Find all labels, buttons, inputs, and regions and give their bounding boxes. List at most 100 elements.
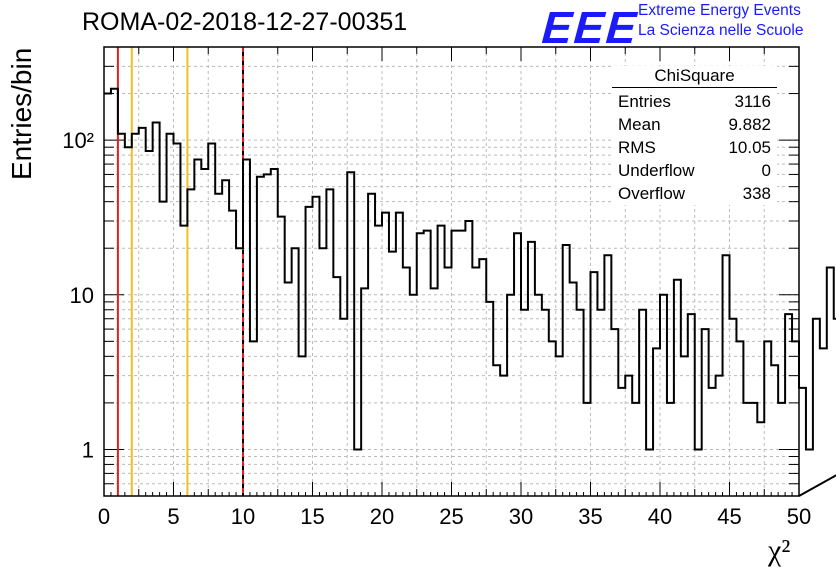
histogram-bin bbox=[764, 341, 771, 496]
x-tick-label: 20 bbox=[370, 504, 394, 529]
histogram-bin bbox=[493, 365, 500, 496]
x-tick-label: 35 bbox=[578, 504, 602, 529]
histogram-bin bbox=[736, 341, 743, 496]
histogram-bin bbox=[264, 174, 271, 496]
histogram-bin bbox=[660, 295, 667, 496]
x-tick-label: 0 bbox=[98, 504, 110, 529]
histogram-bin bbox=[153, 122, 160, 496]
histogram-bin bbox=[625, 376, 632, 496]
histogram-bin bbox=[702, 329, 709, 496]
stats-box: ChiSquare Entries 3116 Mean 9.882 RMS 10… bbox=[612, 66, 777, 205]
histogram-bin bbox=[792, 341, 799, 496]
histogram-bin bbox=[229, 211, 236, 496]
stats-label: Underflow bbox=[618, 161, 695, 180]
histogram-bin bbox=[118, 134, 125, 496]
histogram-bin bbox=[236, 248, 243, 496]
stats-row-entries: Entries 3116 bbox=[612, 90, 777, 113]
histogram-bin bbox=[257, 177, 264, 496]
stats-row-underflow: Underflow 0 bbox=[612, 159, 777, 182]
stats-row-mean: Mean 9.882 bbox=[612, 113, 777, 136]
histogram-bin bbox=[299, 356, 306, 496]
histogram-outline bbox=[104, 87, 836, 497]
histogram-bars bbox=[104, 87, 836, 497]
eee-logo: EEE bbox=[540, 2, 640, 53]
histogram-bin bbox=[250, 341, 257, 496]
x-tick-label: 15 bbox=[300, 504, 324, 529]
histogram-bin bbox=[208, 144, 215, 496]
histogram-bin bbox=[813, 319, 820, 496]
stats-label: Entries bbox=[618, 92, 671, 111]
stats-value: 3116 bbox=[734, 92, 771, 111]
histogram-bin bbox=[611, 329, 618, 496]
histogram-bin bbox=[111, 89, 118, 496]
histogram-bin bbox=[368, 194, 375, 496]
histogram-bin bbox=[125, 147, 132, 496]
stats-value: 0 bbox=[761, 161, 771, 180]
histogram-bin bbox=[180, 226, 187, 496]
histogram-bin bbox=[215, 194, 222, 496]
stats-value: 9.882 bbox=[728, 115, 771, 134]
histogram-bin bbox=[375, 226, 382, 496]
histogram-bin bbox=[674, 280, 681, 496]
histogram-bin bbox=[139, 128, 146, 496]
page-title: ROMA-02-2018-12-27-00351 bbox=[82, 8, 408, 36]
y-tick-labels: 1 10 10² bbox=[62, 128, 94, 462]
histogram-bin bbox=[465, 221, 472, 496]
x-tick-label: 50 bbox=[787, 504, 811, 529]
histogram-bin bbox=[730, 319, 737, 496]
histogram-bin bbox=[146, 151, 153, 496]
histogram-bin bbox=[292, 248, 299, 496]
stats-label: Mean bbox=[618, 115, 661, 134]
histogram-bin bbox=[160, 202, 167, 496]
logo-tagline-1: Extreme Energy Events bbox=[638, 2, 801, 19]
y-tick-label: 10 bbox=[70, 283, 94, 308]
x-tick-label: 30 bbox=[509, 504, 533, 529]
histogram-bin bbox=[535, 295, 542, 496]
histogram-bin bbox=[306, 207, 313, 496]
histogram-bin bbox=[827, 268, 834, 496]
histogram-bin bbox=[618, 388, 625, 496]
stats-label: RMS bbox=[618, 138, 656, 157]
histogram-bin bbox=[313, 197, 320, 496]
stats-title: ChiSquare bbox=[612, 66, 777, 88]
stats-row-overflow: Overflow 338 bbox=[612, 182, 777, 205]
histogram-bin bbox=[319, 248, 326, 496]
histogram-bin bbox=[132, 134, 139, 496]
x-tick-labels: 0 5 10 15 20 25 30 35 40 45 50 bbox=[98, 504, 811, 529]
histogram-bin bbox=[201, 169, 208, 496]
x-axis-label-text: χ² bbox=[768, 534, 791, 567]
stats-value: 10.05 bbox=[728, 138, 771, 157]
histogram-bin bbox=[716, 376, 723, 496]
histogram-bin bbox=[340, 319, 347, 496]
x-axis-label: χ² bbox=[768, 534, 790, 568]
histogram-bin bbox=[396, 213, 403, 496]
plot-frame bbox=[103, 46, 800, 497]
x-tick-label: 45 bbox=[717, 504, 741, 529]
stats-value: 338 bbox=[742, 184, 771, 203]
histogram-bin bbox=[500, 376, 507, 496]
histogram-bin bbox=[528, 242, 535, 496]
histogram-bin bbox=[167, 134, 174, 496]
reference-lines bbox=[116, 47, 244, 496]
histogram-bin bbox=[556, 356, 563, 496]
stats-label: Overflow bbox=[618, 184, 686, 203]
histogram-bin bbox=[681, 356, 688, 496]
histogram-bin bbox=[243, 159, 250, 496]
histogram-bin bbox=[709, 388, 716, 496]
histogram-bin bbox=[563, 245, 570, 496]
y-tick-label: 10² bbox=[62, 128, 94, 153]
histogram-bin bbox=[820, 348, 827, 496]
histogram-bin bbox=[486, 302, 493, 496]
histogram-bin bbox=[187, 189, 194, 496]
x-tick-label: 5 bbox=[167, 504, 179, 529]
histogram-bin bbox=[757, 422, 764, 496]
histogram-bin bbox=[382, 213, 389, 496]
histogram-bin bbox=[438, 226, 445, 496]
y-tick-label: 1 bbox=[82, 437, 94, 462]
histogram-bin bbox=[174, 144, 181, 496]
x-tick-label: 10 bbox=[231, 504, 255, 529]
histogram-bin bbox=[410, 295, 417, 496]
histogram-bin bbox=[326, 189, 333, 496]
histogram-bin bbox=[507, 295, 514, 496]
